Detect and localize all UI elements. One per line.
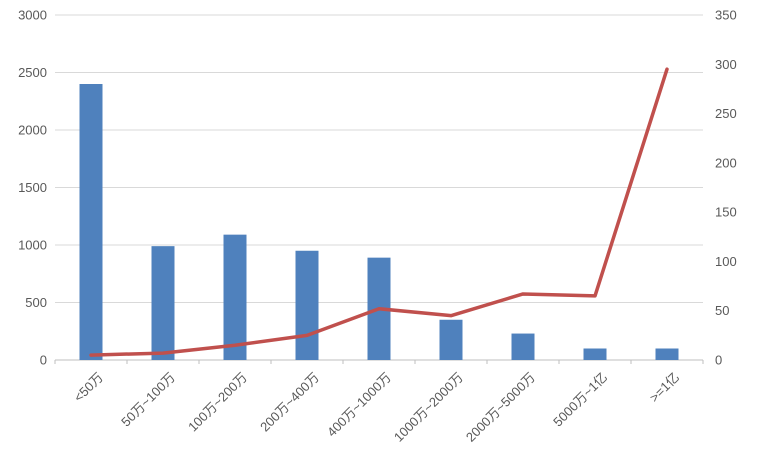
bar (79, 84, 103, 360)
right-axis-label: 250 (715, 106, 737, 121)
left-axis-label: 500 (25, 295, 47, 310)
right-axis-label: 200 (715, 155, 737, 170)
x-axis-category-label: 200万~400万 (257, 370, 322, 435)
bar (295, 250, 319, 360)
x-axis-category-label: 400万~1000万 (324, 370, 394, 440)
right-axis-label: 150 (715, 205, 737, 220)
x-axis-category-label: <50万 (71, 370, 106, 405)
bar (655, 348, 679, 360)
left-axis-label: 2500 (18, 65, 47, 80)
x-axis-category-label: >=1亿 (646, 370, 682, 406)
left-axis-label: 0 (40, 353, 47, 368)
line-series (89, 67, 669, 357)
x-axis-category-label: 1000万~2000万 (391, 370, 466, 445)
x-axis-category-label: 2000万~5000万 (463, 370, 538, 445)
right-axis-label: 50 (715, 303, 729, 318)
right-axis-label: 0 (715, 353, 722, 368)
left-axis-label: 1000 (18, 238, 47, 253)
x-axis-category-label: 50万~100万 (118, 370, 178, 430)
bar (511, 333, 535, 360)
x-axis-category-label: 100万~200万 (185, 370, 250, 435)
bar (439, 319, 463, 360)
left-axis-label: 2000 (18, 123, 47, 138)
bar (223, 234, 247, 360)
right-axis-label: 350 (715, 8, 737, 23)
right-axis-label: 300 (715, 57, 737, 72)
left-axis-label: 3000 (18, 8, 47, 23)
x-axis-category-label: 5000万~1亿 (550, 370, 610, 430)
right-axis-label: 100 (715, 254, 737, 269)
bar (583, 348, 607, 360)
bar (151, 246, 175, 360)
left-axis-label: 1500 (18, 180, 47, 195)
